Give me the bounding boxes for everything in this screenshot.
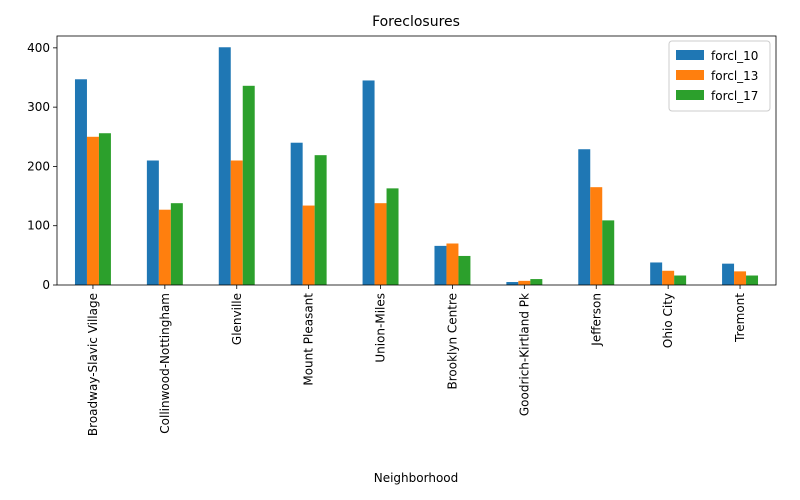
y-tick-label: 200 [27, 159, 50, 173]
bar-forcl_13 [734, 271, 747, 285]
y-tick-label: 0 [42, 278, 50, 292]
chart-title: Foreclosures [372, 14, 460, 30]
bar-forcl_13 [662, 270, 675, 285]
bar-forcl_17 [602, 220, 615, 285]
bar-forcl_17 [458, 255, 471, 285]
x-tick-label: Brooklyn Centre [445, 293, 459, 390]
y-tick-label: 100 [27, 219, 50, 233]
bar-forcl_13 [302, 205, 315, 285]
x-tick-label: Union-Miles [374, 293, 388, 363]
bar-forcl_10 [74, 79, 87, 286]
legend-swatch-forcl_13 [676, 70, 704, 80]
legend-label: forcl_17 [711, 89, 758, 103]
bar-forcl_10 [218, 47, 231, 286]
bar-forcl_10 [290, 142, 303, 285]
bar-forcl_17 [386, 188, 399, 285]
bar-forcl_10 [146, 160, 159, 285]
bar-forcl_17 [746, 275, 759, 285]
legend-label: forcl_13 [711, 69, 758, 83]
plot-area: 0 100 200 300 400 Broadway-Slavic Village Coll… [27, 35, 777, 436]
bar-forcl_13 [518, 280, 531, 285]
y-tick-label: 400 [27, 41, 50, 55]
x-tick-label: Goodrich-Kirtland Pk [517, 293, 531, 416]
x-tick-label: Ohio City [661, 293, 675, 348]
bar-forcl_10 [506, 282, 519, 285]
legend-label: forcl_10 [711, 49, 758, 63]
bar-forcl_10 [362, 80, 375, 285]
bar-forcl_17 [674, 275, 687, 285]
bar-forcl_10 [650, 262, 663, 285]
bar-forcl_10 [722, 263, 735, 285]
bar-forcl_13 [86, 136, 99, 285]
bar-forcl_13 [230, 160, 243, 285]
bar-forcl_17 [530, 279, 543, 285]
bar-forcl_13 [446, 243, 459, 285]
axes-frame [56, 35, 777, 286]
x-tick-label: Collinwood-Nottingham [158, 293, 172, 434]
bar-forcl_10 [434, 245, 447, 285]
legend-swatch-forcl_17 [676, 90, 704, 100]
legend-swatch-forcl_10 [676, 50, 704, 60]
bar-forcl_17 [98, 133, 111, 285]
bar-forcl_13 [374, 203, 387, 285]
x-tick-label: Glenville [230, 293, 244, 345]
bar-forcl_17 [170, 203, 183, 285]
bar-forcl_13 [590, 187, 603, 285]
x-axis-label: Neighborhood [374, 471, 459, 485]
bar-forcl_17 [242, 85, 255, 285]
x-tick-label: Jefferson [589, 293, 603, 347]
x-tick-label: Broadway-Slavic Village [86, 293, 100, 436]
x-tick-label: Mount Pleasant [302, 293, 316, 386]
bar-forcl_13 [158, 209, 171, 285]
x-tick-label: Tremont [733, 293, 747, 343]
bar-forcl_10 [578, 149, 591, 285]
y-tick-label: 300 [27, 100, 50, 114]
bar-forcl_17 [314, 155, 327, 285]
